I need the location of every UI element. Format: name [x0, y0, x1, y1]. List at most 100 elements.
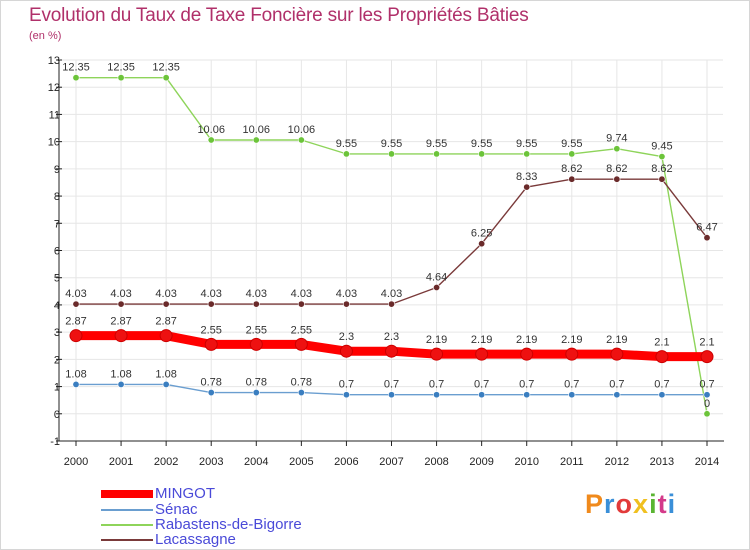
- data-point-mingot: [565, 347, 579, 361]
- x-tick-label: 2014: [695, 456, 719, 468]
- legend-swatch-rabastens: [101, 524, 153, 526]
- data-point-lacassagne: [658, 175, 666, 183]
- data-label-lacassagne: 6.47: [696, 222, 717, 234]
- data-label-lacassagne: 4.03: [336, 288, 357, 300]
- data-label-rabastens-de-bigorre: 10.06: [288, 124, 316, 136]
- data-point-mingot: [339, 344, 353, 358]
- data-point-lacassagne: [568, 175, 576, 183]
- data-point-rabastens-de-bigorre: [613, 145, 621, 153]
- data-point-rabastens-de-bigorre: [342, 150, 350, 158]
- data-point-rabastens-de-bigorre: [252, 136, 260, 144]
- x-tick-label: 2006: [334, 456, 358, 468]
- data-label-rabastens-de-bigorre: 9.55: [561, 138, 582, 150]
- data-label-rabastens-de-bigorre: 9.55: [336, 138, 357, 150]
- logo-letter: i: [667, 489, 677, 519]
- x-tick-label: 2010: [514, 456, 538, 468]
- data-label-rabastens-de-bigorre: 10.06: [243, 124, 271, 136]
- legend-item-senac: Sénac: [101, 501, 361, 518]
- data-point-mingot: [655, 350, 669, 364]
- y-tick-label: 0: [54, 409, 60, 421]
- y-tick-label: 12: [48, 82, 60, 94]
- data-label-mingot: 2.19: [516, 334, 537, 346]
- data-label-rabastens-de-bigorre: 9.45: [651, 141, 672, 153]
- data-label-lacassagne: 4.03: [246, 288, 267, 300]
- legend-item-lacassagne: Lacassagne: [101, 531, 361, 548]
- x-tick-label: 2000: [64, 456, 88, 468]
- data-label-s-nac: 0.7: [519, 379, 534, 391]
- data-point-s-nac: [162, 380, 170, 388]
- data-point-mingot: [249, 337, 263, 351]
- legend-item-rabastens: Rabastens-de-Bigorre: [101, 516, 361, 533]
- y-tick-label: 3: [54, 327, 60, 339]
- x-tick-label: 2013: [650, 456, 674, 468]
- data-point-mingot: [385, 344, 398, 358]
- data-label-s-nac: 0.7: [339, 379, 354, 391]
- data-label-lacassagne: 8.62: [606, 163, 627, 175]
- data-label-mingot: 2.19: [606, 334, 627, 346]
- data-point-mingot: [114, 329, 128, 343]
- x-tick-label: 2008: [424, 456, 448, 468]
- data-label-mingot: 2.3: [384, 331, 399, 343]
- x-tick-label: 2001: [109, 456, 133, 468]
- data-point-mingot: [69, 329, 83, 343]
- data-label-s-nac: 0.7: [609, 379, 624, 391]
- data-point-s-nac: [297, 389, 305, 397]
- data-point-s-nac: [342, 391, 350, 399]
- data-point-lacassagne: [478, 240, 486, 248]
- data-point-s-nac: [117, 380, 125, 388]
- data-label-s-nac: 0.78: [201, 377, 222, 389]
- data-label-s-nac: 0.7: [699, 379, 714, 391]
- logo-letter: P: [585, 489, 605, 519]
- logo-letter: t: [657, 489, 668, 519]
- data-point-rabastens-de-bigorre: [207, 136, 215, 144]
- data-label-lacassagne: 4.03: [381, 288, 402, 300]
- y-tick-label: 13: [48, 55, 60, 67]
- legend-swatch-senac: [101, 509, 153, 511]
- data-point-lacassagne: [703, 234, 711, 242]
- data-label-rabastens-de-bigorre: 10.06: [197, 124, 225, 136]
- data-point-rabastens-de-bigorre: [117, 74, 125, 82]
- data-point-lacassagne: [433, 284, 441, 292]
- legend-label-mingot: MINGOT: [155, 485, 215, 502]
- data-point-s-nac: [703, 391, 711, 399]
- data-label-lacassagne: 4.03: [155, 288, 176, 300]
- data-point-mingot: [520, 347, 534, 361]
- data-point-rabastens-de-bigorre: [72, 74, 80, 82]
- data-label-rabastens-de-bigorre: 0: [704, 398, 710, 410]
- data-label-lacassagne: 4.03: [65, 288, 86, 300]
- data-label-lacassagne: 4.64: [426, 272, 447, 284]
- y-tick-label: 4: [54, 300, 60, 312]
- data-label-mingot: 2.87: [155, 316, 176, 328]
- legend-label-lacassagne: Lacassagne: [155, 531, 236, 548]
- y-tick-label: 2: [54, 354, 60, 366]
- data-label-mingot: 2.55: [291, 324, 312, 336]
- data-point-lacassagne: [207, 300, 215, 308]
- data-point-rabastens-de-bigorre: [478, 150, 486, 158]
- data-point-mingot: [294, 337, 308, 351]
- data-label-s-nac: 1.08: [110, 368, 131, 380]
- legend-label-rabastens: Rabastens-de-Bigorre: [155, 516, 302, 533]
- data-label-rabastens-de-bigorre: 9.55: [471, 138, 492, 150]
- y-tick-label: 10: [48, 137, 60, 149]
- x-tick-label: 2011: [560, 456, 584, 468]
- data-point-s-nac: [523, 391, 531, 399]
- data-label-s-nac: 0.7: [654, 379, 669, 391]
- data-point-lacassagne: [72, 300, 80, 308]
- data-label-s-nac: 0.7: [384, 379, 399, 391]
- y-tick-label: 6: [54, 246, 60, 258]
- data-point-lacassagne: [613, 175, 621, 183]
- data-point-s-nac: [613, 391, 621, 399]
- x-tick-label: 2003: [199, 456, 223, 468]
- data-label-mingot: 2.55: [201, 324, 222, 336]
- y-tick-label: 9: [54, 164, 60, 176]
- data-point-rabastens-de-bigorre: [297, 136, 305, 144]
- data-label-s-nac: 0.7: [474, 379, 489, 391]
- x-tick-label: 2009: [469, 456, 493, 468]
- y-tick-label: 1: [54, 382, 60, 394]
- logo-letter: r: [604, 489, 616, 519]
- data-point-mingot: [610, 347, 624, 361]
- legend-label-senac: Sénac: [155, 501, 198, 518]
- legend-swatch-lacassagne: [101, 539, 153, 541]
- data-point-s-nac: [433, 391, 441, 399]
- data-label-mingot: 2.19: [426, 334, 447, 346]
